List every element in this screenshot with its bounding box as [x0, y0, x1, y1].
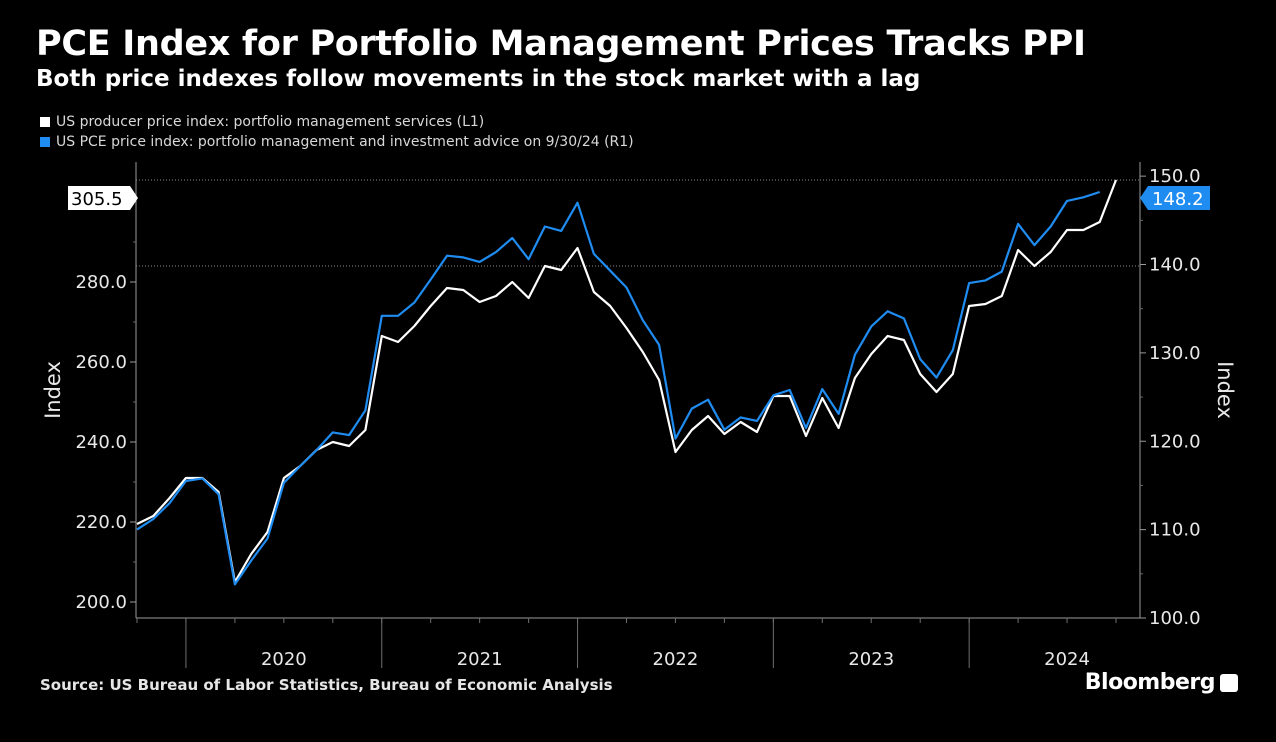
left-tick-label: 220.0: [75, 512, 127, 533]
left-tick-label: 240.0: [75, 432, 127, 453]
series-line-ppi: [136, 179, 1118, 584]
series-line-pce: [136, 190, 1101, 586]
last-value-badge-left: [68, 186, 138, 210]
left-tick-label: 200.0: [75, 592, 127, 613]
legend-label-pce: US PCE price index: portfolio management…: [56, 134, 634, 150]
left-tick-label: 260.0: [75, 352, 127, 373]
last-value-badge-right: [1140, 186, 1210, 210]
last-value-label-left: 305.5: [71, 189, 123, 210]
legend-item-pce: US PCE price index: portfolio management…: [40, 132, 634, 152]
right-tick-label: 130.0: [1149, 343, 1201, 364]
legend-swatch-pce: [40, 137, 50, 147]
right-tick-label: 110.0: [1149, 520, 1201, 541]
source-note: Source: US Bureau of Labor Statistics, B…: [40, 676, 613, 694]
brand-logo: Bloomberg: [1085, 670, 1238, 695]
brand-name: Bloomberg: [1084, 670, 1216, 695]
x-tick-label: 2021: [457, 649, 503, 670]
last-value-label-right: 148.2: [1152, 189, 1204, 210]
chart-title: PCE Index for Portfolio Management Price…: [36, 24, 1086, 64]
bloomberg-icon: [1220, 673, 1238, 692]
legend-label-ppi: US producer price index: portfolio manag…: [56, 114, 485, 130]
x-tick-label: 2022: [653, 649, 699, 670]
right-tick-label: 120.0: [1149, 431, 1201, 452]
right-axis-label: Index: [1213, 361, 1237, 419]
right-tick-label: 140.0: [1149, 255, 1201, 276]
left-axis-label: Index: [41, 361, 65, 419]
x-tick-label: 2023: [848, 649, 894, 670]
legend: US producer price index: portfolio manag…: [40, 112, 634, 152]
left-tick-label: 280.0: [75, 272, 127, 293]
legend-item-ppi: US producer price index: portfolio manag…: [40, 112, 634, 132]
chart-subtitle: Both price indexes follow movements in t…: [36, 66, 921, 92]
x-tick-label: 2020: [261, 649, 307, 670]
right-tick-label: 150.0: [1149, 166, 1201, 187]
legend-swatch-ppi: [40, 117, 50, 127]
right-tick-label: 100.0: [1149, 608, 1201, 629]
x-tick-label: 2024: [1044, 649, 1090, 670]
